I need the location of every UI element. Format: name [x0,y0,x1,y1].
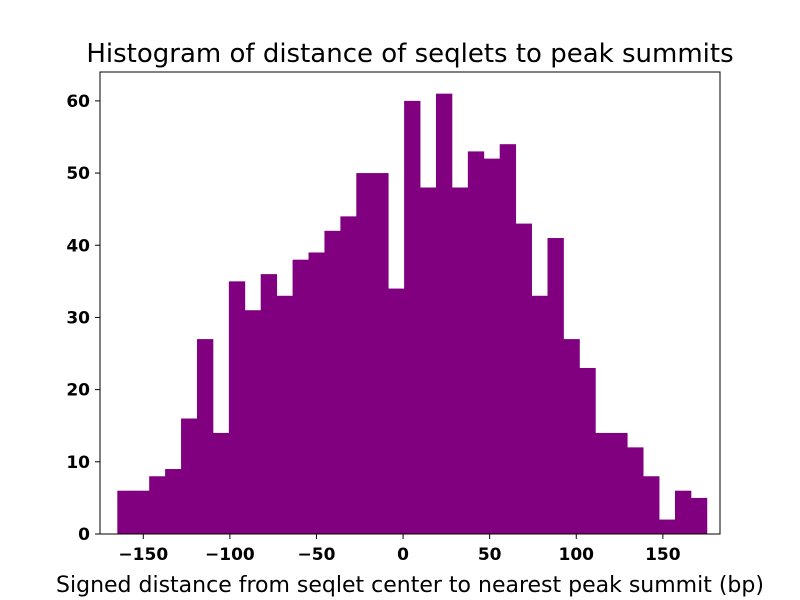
histogram-bar [467,151,485,534]
histogram-bar [579,367,596,534]
x-tick-label: −50 [298,545,336,565]
histogram-bar [643,476,660,534]
x-tick-label: 0 [397,545,409,565]
bars-group [117,93,708,534]
chart-title: Histogram of distance of seqlets to peak… [86,39,733,69]
x-tick-label: 150 [645,545,681,565]
histogram-bar [611,432,628,534]
histogram-bar [308,252,325,534]
histogram-bar [659,519,676,534]
x-tick-label: −100 [205,545,255,565]
histogram-bar [292,259,309,534]
histogram-bar [276,295,293,534]
histogram-bar [165,469,182,534]
histogram-bar [372,173,389,534]
histogram-bar [196,339,214,534]
histogram-bar [149,476,166,534]
histogram-bar [690,497,708,534]
histogram-bar [531,295,548,534]
y-tick-label: 50 [66,164,90,184]
histogram-bar [212,432,230,534]
plot-frame [99,71,721,535]
y-tick-label: 20 [66,381,90,401]
histogram-bar [627,447,644,534]
histogram-bar [260,274,278,534]
histogram-bar [117,490,134,534]
y-tick-label: 10 [66,453,90,473]
histogram-bar [356,173,373,534]
y-tick-label: 30 [66,308,90,328]
histogram-bar [435,93,453,534]
histogram-bar [133,490,150,534]
x-axis-ticks: −150 −100 −50 0 50 100 150 [118,534,681,565]
histogram-bar [324,230,341,534]
histogram-bar [420,187,437,534]
histogram-bar [483,158,501,534]
histogram-bar [228,281,246,534]
histogram-bar [547,238,564,534]
x-tick-label: −150 [118,545,168,565]
histogram-bar [388,288,405,534]
y-tick-label: 40 [66,236,90,256]
histogram-bar [674,490,692,534]
x-axis-label: Signed distance from seqlet center to ne… [56,573,764,598]
histogram-bar [499,144,517,534]
y-axis-ticks: 0 10 20 30 40 50 60 [66,92,100,545]
histogram-bar [595,432,612,534]
x-tick-label: 50 [478,545,502,565]
histogram-bar [340,216,357,534]
histogram-bar [563,339,580,534]
histogram-bar [404,100,421,534]
histogram-bar [515,223,532,534]
histogram-bar [451,187,469,534]
y-tick-label: 0 [78,525,90,545]
histogram-bar [244,310,262,534]
y-tick-label: 60 [66,92,90,112]
x-tick-label: 100 [559,545,595,565]
histogram-bar [181,418,198,534]
